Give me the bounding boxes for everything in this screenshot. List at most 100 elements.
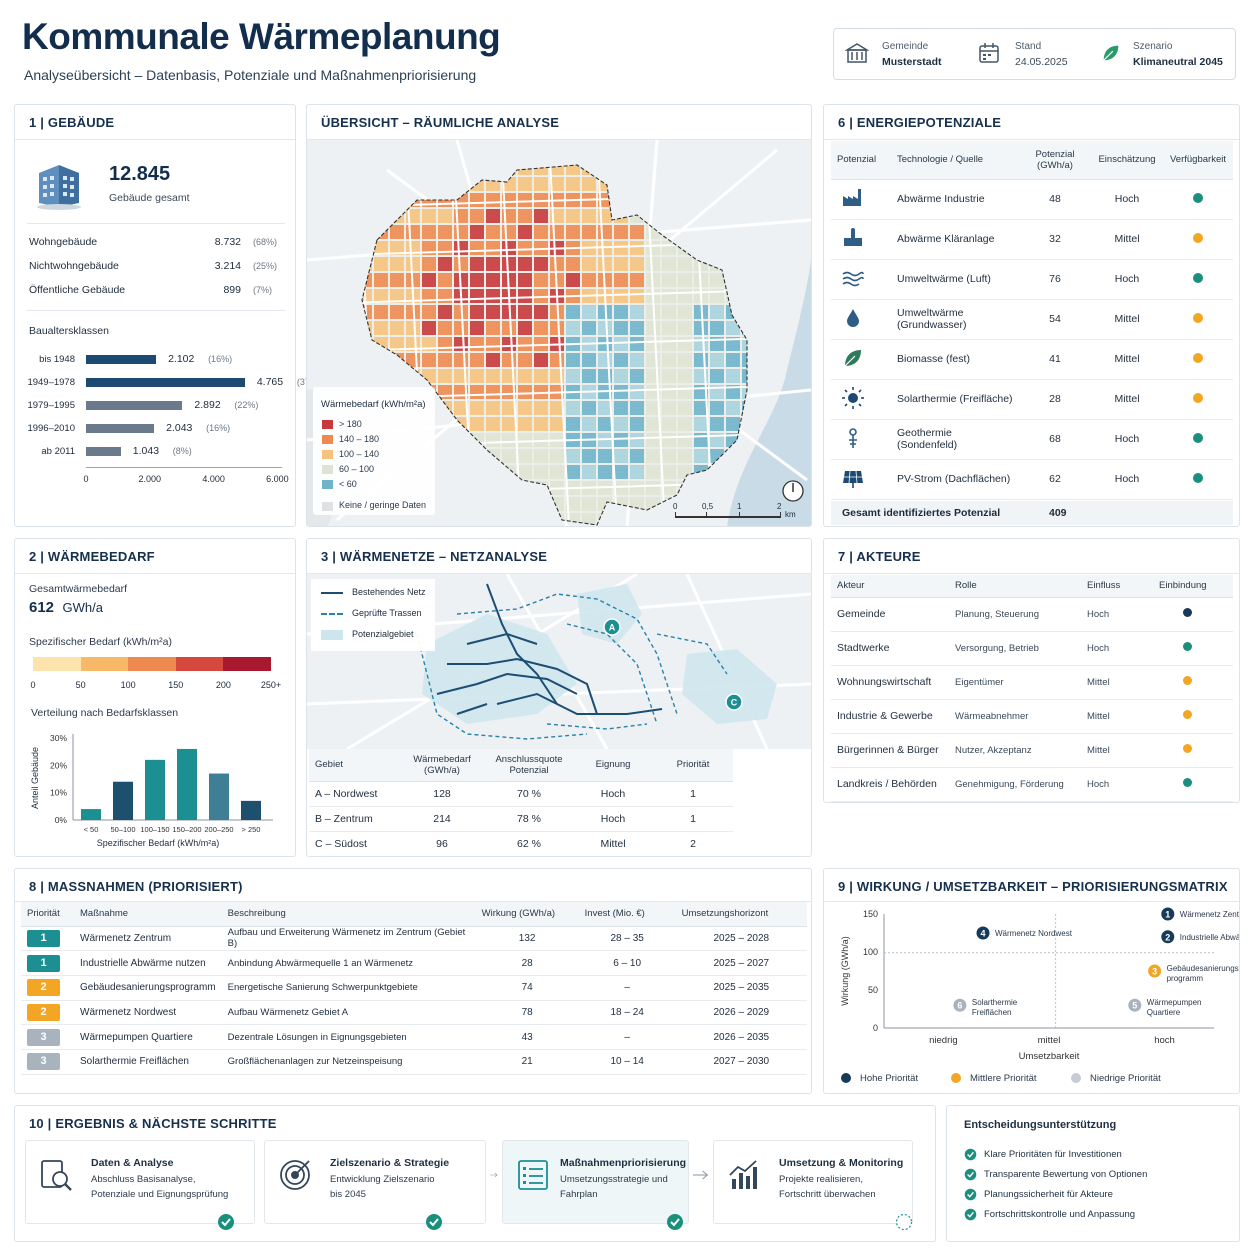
building-type-label: Nichtwohngebäude	[29, 260, 119, 272]
building-type-pct: (25%)	[253, 261, 278, 271]
actor-influence: Hoch	[1081, 597, 1153, 632]
x-axis-label: Spezifischer Bedarf (kWh/m²a)	[97, 838, 220, 848]
matrix-point[interactable]	[976, 926, 990, 940]
checked-route-line	[456, 593, 678, 715]
age-class-label: ab 2011	[41, 446, 75, 457]
heat-demand-panel: 2 | WÄRMEBEDARF Gesamtwärmebedarf 612 GW…	[14, 538, 296, 857]
arrow-right-icon	[259, 1168, 260, 1186]
buildings-total-label: Gebäude gesamt	[109, 192, 190, 204]
legend-dot	[841, 1073, 851, 1083]
network-priority: 1	[653, 781, 733, 807]
matrix-point[interactable]	[1128, 998, 1142, 1012]
measure-effect: 132	[475, 926, 579, 952]
matrix-point[interactable]	[1161, 907, 1175, 921]
legend-checked: Geprüfte Trassen	[352, 608, 422, 618]
target-icon	[277, 1157, 313, 1198]
availability-dot	[1193, 392, 1203, 403]
energy-source: Abwärme Industrie	[891, 179, 1019, 220]
priority-badge: 3	[27, 1053, 60, 1071]
network-area: A – Nordwest	[309, 781, 399, 807]
check-complete-icon	[964, 1148, 977, 1166]
availability-dot	[1193, 272, 1203, 283]
heat-networks-panel: 3 | WÄRMENETZE – NETZANALYSE A C Bestehen…	[306, 538, 812, 857]
age-class-pct: (22%)	[234, 400, 259, 410]
measure-invest: 28 – 35	[578, 926, 676, 952]
matrix-point[interactable]	[953, 998, 967, 1012]
measure-horizon: 2025 – 2035	[675, 975, 807, 1001]
measure-row: 2 Wärmenetz Nordwest Aufbau Wärmenetz Gebi…	[21, 1000, 807, 1026]
age-class-label: 1949–1978	[27, 377, 75, 388]
age-class-value: 1.043	[132, 445, 160, 457]
involvement-dot	[1183, 744, 1192, 753]
info-label: Stand	[1015, 41, 1042, 52]
area-marker[interactable]	[725, 693, 743, 711]
age-class-bar	[86, 401, 183, 410]
buildings-total: 12.845	[109, 163, 171, 185]
actor-influence: Mittel	[1081, 699, 1153, 734]
energy-rating: Mittel	[1091, 299, 1163, 340]
actor-name: Stadtwerke	[831, 631, 949, 666]
measure-row: 2 Gebäudesanierungsprogramm Energetische S…	[21, 975, 807, 1001]
result-step-card[interactable]: Daten & Analyse Abschluss Basisanalyse, Po…	[25, 1140, 255, 1230]
x-tick-label: mittel	[1038, 1035, 1061, 1046]
decision-item: Fortschrittskontrolle und Anpassung	[984, 1209, 1136, 1220]
area-marker[interactable]	[603, 618, 621, 636]
col-header: Beschreibung	[221, 902, 476, 927]
age-class-value: 2.043	[166, 422, 193, 434]
col-header: Umsetzungshorizont	[675, 902, 807, 927]
availability-dot	[1193, 232, 1203, 243]
legend-swatch	[322, 420, 333, 429]
legend-label: < 60	[339, 479, 357, 489]
actor-role: Eigentümer	[949, 665, 1081, 700]
measure-desc: Aufbau Wärmenetz Gebiet A	[221, 1000, 476, 1026]
building-type-pct: (7%)	[253, 285, 273, 295]
network-row: B – Zentrum 214 78 % Hoch 1	[309, 806, 733, 832]
building-type-pct: (68%)	[253, 237, 278, 247]
legend-label: 100 – 140	[339, 449, 380, 459]
actor-name: Gemeinde	[831, 597, 949, 632]
check-complete-icon	[964, 1208, 977, 1226]
y-tick-label: 150	[863, 909, 878, 919]
matrix-point-label: Wärmepumpen Quartiere	[1147, 998, 1202, 1017]
measure-invest: –	[578, 975, 676, 1001]
decision-support-panel: Entscheidungsunterstützung Klare Priorit…	[946, 1105, 1240, 1242]
measure-row: 1 Wärmenetz Zentrum Aufbau und Erweiterung…	[21, 926, 807, 952]
col-header: Potenzial	[831, 141, 891, 180]
actor-row: Bürgerinnen & Bürger Nutzer, Akzeptanz Mit…	[831, 733, 1233, 768]
matrix-point[interactable]	[1148, 964, 1162, 978]
panel-title: 6 | ENERGIEPOTENZIALE	[838, 115, 1002, 130]
network-demand: 96	[399, 831, 485, 856]
availability-dot	[1193, 352, 1203, 363]
measure-name: Gebäudesanierungsprogramm	[74, 975, 222, 1001]
age-class-bar	[86, 355, 157, 364]
solar-panel-icon	[841, 466, 865, 490]
result-step-card[interactable]: Umsetzung & Monitoring Projekte realisier…	[713, 1140, 913, 1231]
north-arrow-icon	[781, 479, 805, 508]
arrow-right-icon	[490, 1168, 498, 1186]
existing-network-line	[496, 692, 663, 715]
involvement-dot	[1183, 642, 1192, 651]
legend-label: > 180	[339, 419, 362, 429]
gradient-tick: 0	[30, 680, 36, 690]
matrix-point-label: Gebäudesanierungs-programm	[1167, 964, 1239, 983]
legend-label: Mittlere Priorität	[970, 1073, 1037, 1084]
matrix-point-label: Wärmenetz Nordwest	[995, 929, 1073, 938]
result-step-card[interactable]: Zielszenario & Strategie Entwicklung Ziel…	[264, 1140, 486, 1230]
info-label: Gemeinde	[882, 41, 929, 52]
y-tick-label: 20%	[50, 760, 67, 770]
legend-existing: Bestehendes Netz	[352, 587, 426, 597]
matrix-point[interactable]	[1161, 930, 1175, 944]
check-complete-icon	[425, 1213, 443, 1236]
col-header: Verfügbarkeit	[1163, 141, 1233, 180]
x-tick-label: niedrig	[929, 1035, 958, 1046]
measures-panel: 8 | MASSNAHMEN (PRIORISIERT) Priorität M…	[14, 868, 812, 1094]
age-class-label: bis 1948	[39, 354, 75, 365]
measure-invest: 18 – 24	[578, 1000, 676, 1026]
actor-row: Landkreis / Behörden Genehmigung, Förderu…	[831, 767, 1233, 802]
availability-dot	[1193, 312, 1203, 323]
measures-table: Priorität Maßnahme Beschreibung Wirkung …	[21, 902, 807, 1075]
actor-role: Planung, Steuerung	[949, 597, 1081, 632]
result-step-card[interactable]: Maßnahmenpriorisierung Umsetzungsstrategi…	[502, 1140, 689, 1230]
priority-badge: 3	[27, 1028, 60, 1046]
x-tick-label: 150–200	[172, 825, 201, 834]
